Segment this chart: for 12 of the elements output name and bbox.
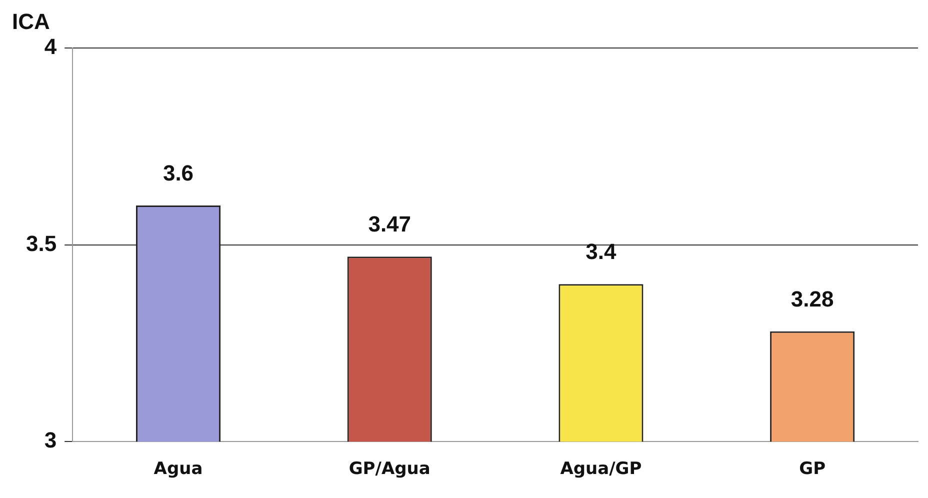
data-label: 3.4	[586, 239, 618, 264]
x-tick-label: Agua	[154, 459, 203, 480]
data-label: 3.47	[368, 212, 412, 237]
data-label: 3.6	[162, 160, 194, 186]
y-tick-label: 3	[44, 428, 57, 453]
x-tick-label: GP	[799, 459, 826, 480]
y-axis-title: ICA	[12, 9, 50, 34]
x-tick-label: Agua/GP	[560, 459, 642, 480]
y-tick-label: 4	[44, 34, 58, 60]
data-label: 3.28	[790, 286, 834, 312]
x-tick-label: GP/Agua	[348, 459, 430, 480]
y-tick-label: 3.5	[26, 230, 57, 256]
